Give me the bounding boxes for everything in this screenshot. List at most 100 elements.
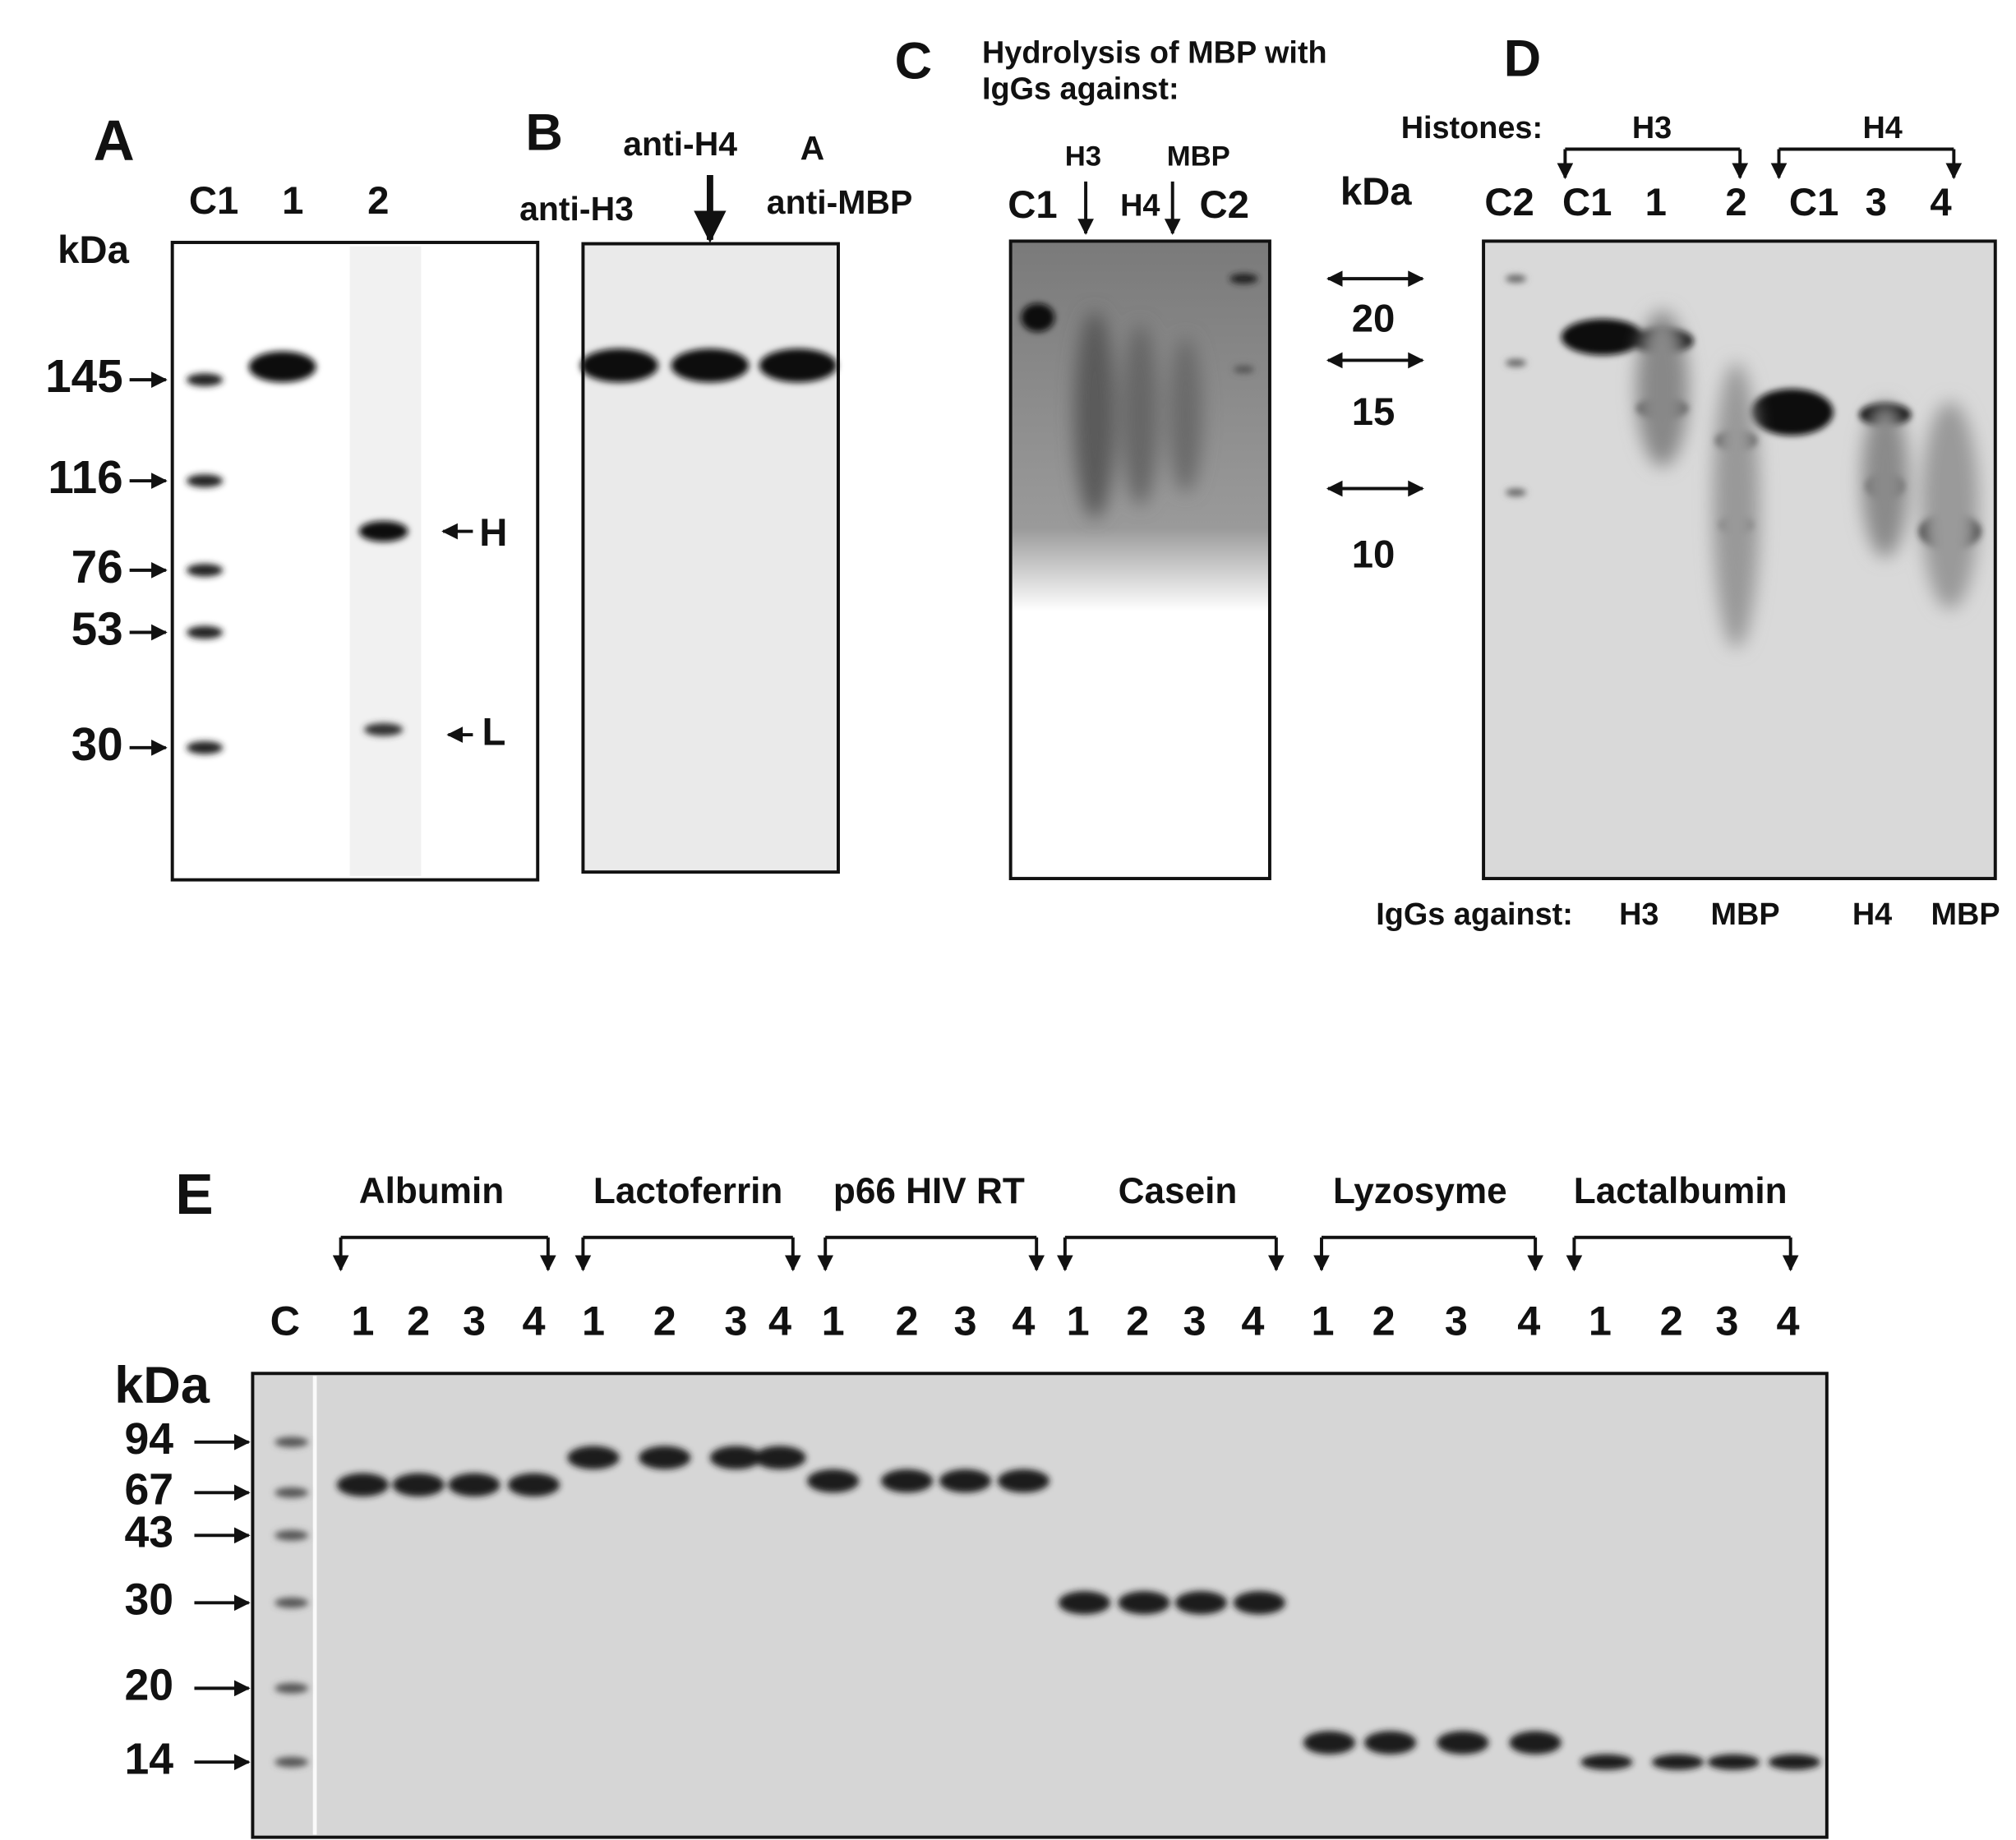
- lane-label: 2: [896, 1298, 919, 1344]
- band: [1652, 1754, 1705, 1770]
- band: [187, 474, 224, 487]
- band: [1580, 1754, 1633, 1770]
- band: [1505, 488, 1527, 496]
- marker-label: 20: [124, 1661, 173, 1710]
- band: [1058, 1591, 1111, 1615]
- lane-label: C1: [1562, 181, 1612, 224]
- lane-label: 3: [1183, 1298, 1206, 1344]
- band: [1364, 1731, 1417, 1755]
- lane-label: 3: [1866, 181, 1887, 224]
- band: [639, 1446, 691, 1469]
- lane-label: 3: [463, 1298, 486, 1344]
- column-header: anti-MBP: [767, 183, 913, 221]
- lane-label: C: [270, 1298, 300, 1344]
- marker-label: 14: [124, 1734, 173, 1783]
- panel-label: D: [1504, 30, 1542, 88]
- band: [1561, 319, 1645, 356]
- lane-label: H4: [1120, 188, 1160, 223]
- band: [274, 1436, 309, 1448]
- axis-title: kDa: [114, 1357, 210, 1414]
- lane-label: 2: [407, 1298, 430, 1344]
- group-label: Lyzosyme: [1333, 1171, 1507, 1211]
- lane-label: 2: [1126, 1298, 1149, 1344]
- marker-label: 20: [1352, 297, 1396, 341]
- gel-e: [251, 1372, 1829, 1839]
- band-label: H: [479, 511, 507, 555]
- marker-label: 53: [72, 604, 123, 656]
- band: [759, 348, 837, 383]
- band: [187, 563, 224, 577]
- band: [358, 520, 408, 542]
- group-label: p66 HIV RT: [833, 1171, 1025, 1211]
- band: [187, 740, 224, 754]
- lane-label: 1: [1067, 1298, 1090, 1344]
- lane-label: 4: [1241, 1298, 1264, 1344]
- lane-label: 1: [1589, 1298, 1612, 1344]
- lane-label: C2: [1484, 181, 1534, 224]
- band: [1118, 1591, 1170, 1615]
- marker-label: 30: [124, 1575, 173, 1624]
- band: [807, 1469, 860, 1493]
- band: [580, 348, 658, 383]
- smears: [1073, 311, 1979, 648]
- footer-label: H4: [1852, 897, 1892, 932]
- column-header: A: [800, 129, 825, 167]
- label: IgGs against:: [1376, 897, 1573, 932]
- band: [507, 1473, 561, 1497]
- band: [274, 1530, 309, 1541]
- lane-label: 4: [1012, 1298, 1035, 1344]
- lane-label: C1: [1789, 181, 1838, 224]
- lane-label: 3: [724, 1298, 747, 1344]
- smear: [1636, 311, 1689, 467]
- lane-label: 1: [822, 1298, 845, 1344]
- group-label: H3: [1632, 111, 1672, 145]
- group-label: Lactalbumin: [1574, 1171, 1788, 1211]
- footer-label: MBP: [1931, 897, 2000, 932]
- label: Histones:: [1401, 111, 1543, 145]
- column-header: anti-H4: [623, 125, 737, 163]
- band: [448, 1473, 501, 1497]
- band: [1509, 1731, 1562, 1755]
- band: [392, 1473, 445, 1497]
- band: [1303, 1731, 1355, 1755]
- gel-b: [581, 242, 840, 874]
- lane-label: 1: [351, 1298, 374, 1344]
- marker-label: 30: [72, 719, 123, 771]
- band: [274, 1683, 309, 1694]
- band-label: L: [482, 711, 505, 754]
- title: Hydrolysis of MBP with: [982, 35, 1327, 70]
- band: [363, 722, 404, 736]
- lane-label: 4: [1777, 1298, 1800, 1344]
- lane-label: C1: [1008, 183, 1057, 227]
- smear: [1861, 401, 1909, 558]
- lane-label: C1: [189, 179, 238, 223]
- band: [1021, 303, 1055, 332]
- smear: [1713, 362, 1760, 648]
- lane-label: 4: [522, 1298, 545, 1344]
- band: [248, 351, 316, 383]
- band: [274, 1597, 309, 1608]
- lane-strip: [349, 246, 422, 876]
- panel-label: B: [525, 104, 563, 161]
- lane-label: 4: [1517, 1298, 1540, 1344]
- group-label: H4: [1862, 111, 1902, 145]
- marker-label: 116: [48, 452, 123, 504]
- title: IgGs against:: [982, 72, 1179, 107]
- band: [187, 625, 224, 639]
- group-label: Albumin: [359, 1171, 504, 1211]
- smear: [1122, 324, 1159, 506]
- band: [1707, 1754, 1760, 1770]
- marker-label: 10: [1352, 533, 1396, 577]
- panel-label: E: [175, 1162, 213, 1226]
- lane-label: 1: [1645, 181, 1667, 224]
- footer-label: MBP: [1710, 897, 1779, 932]
- panel-label: C: [895, 33, 933, 90]
- lane-label: 2: [1725, 181, 1746, 224]
- axis-title: kDa: [1340, 170, 1412, 214]
- lane-label: 1: [582, 1298, 605, 1344]
- lane-label: 1: [1312, 1298, 1335, 1344]
- marker-label: 145: [45, 351, 123, 403]
- lane-label: 3: [953, 1298, 976, 1344]
